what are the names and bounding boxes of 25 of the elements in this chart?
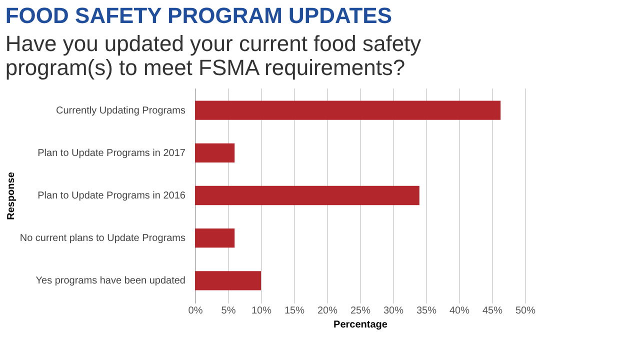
y-axis-title: Response — [6, 172, 17, 220]
bar — [195, 143, 235, 163]
x-tick-label: 35% — [416, 306, 437, 316]
chart-title: FOOD SAFETY PROGRAM UPDATES — [5, 3, 392, 28]
bar — [195, 228, 235, 248]
x-tick-label: 10% — [251, 306, 272, 316]
bar — [195, 100, 501, 120]
bar — [195, 271, 261, 290]
x-tick-label: 20% — [317, 306, 338, 316]
x-tick-label: 40% — [449, 306, 470, 316]
y-tick-label: Yes programs have been updated — [36, 276, 186, 287]
x-tick-label: 5% — [221, 306, 236, 316]
bar — [195, 186, 420, 206]
y-tick-label: No current plans to Update Programs — [20, 233, 186, 244]
y-tick-label: Plan to Update Programs in 2016 — [38, 190, 186, 202]
y-tick-label: Plan to Update Programs in 2017 — [38, 148, 186, 159]
x-axis-title: Percentage — [334, 320, 388, 330]
x-tick-label: 50% — [515, 306, 536, 316]
x-tick-label: 30% — [383, 306, 404, 316]
y-tick-label: Currently Updating Programs — [56, 105, 186, 116]
x-tick-label: 15% — [284, 306, 305, 316]
chart-subtitle: Have you updated your current food safety program(s) to meet FSMA requirements? — [5, 31, 422, 80]
x-tick-label: 0% — [188, 306, 203, 316]
x-tick-label: 45% — [482, 306, 503, 316]
x-tick-label: 25% — [350, 306, 371, 316]
